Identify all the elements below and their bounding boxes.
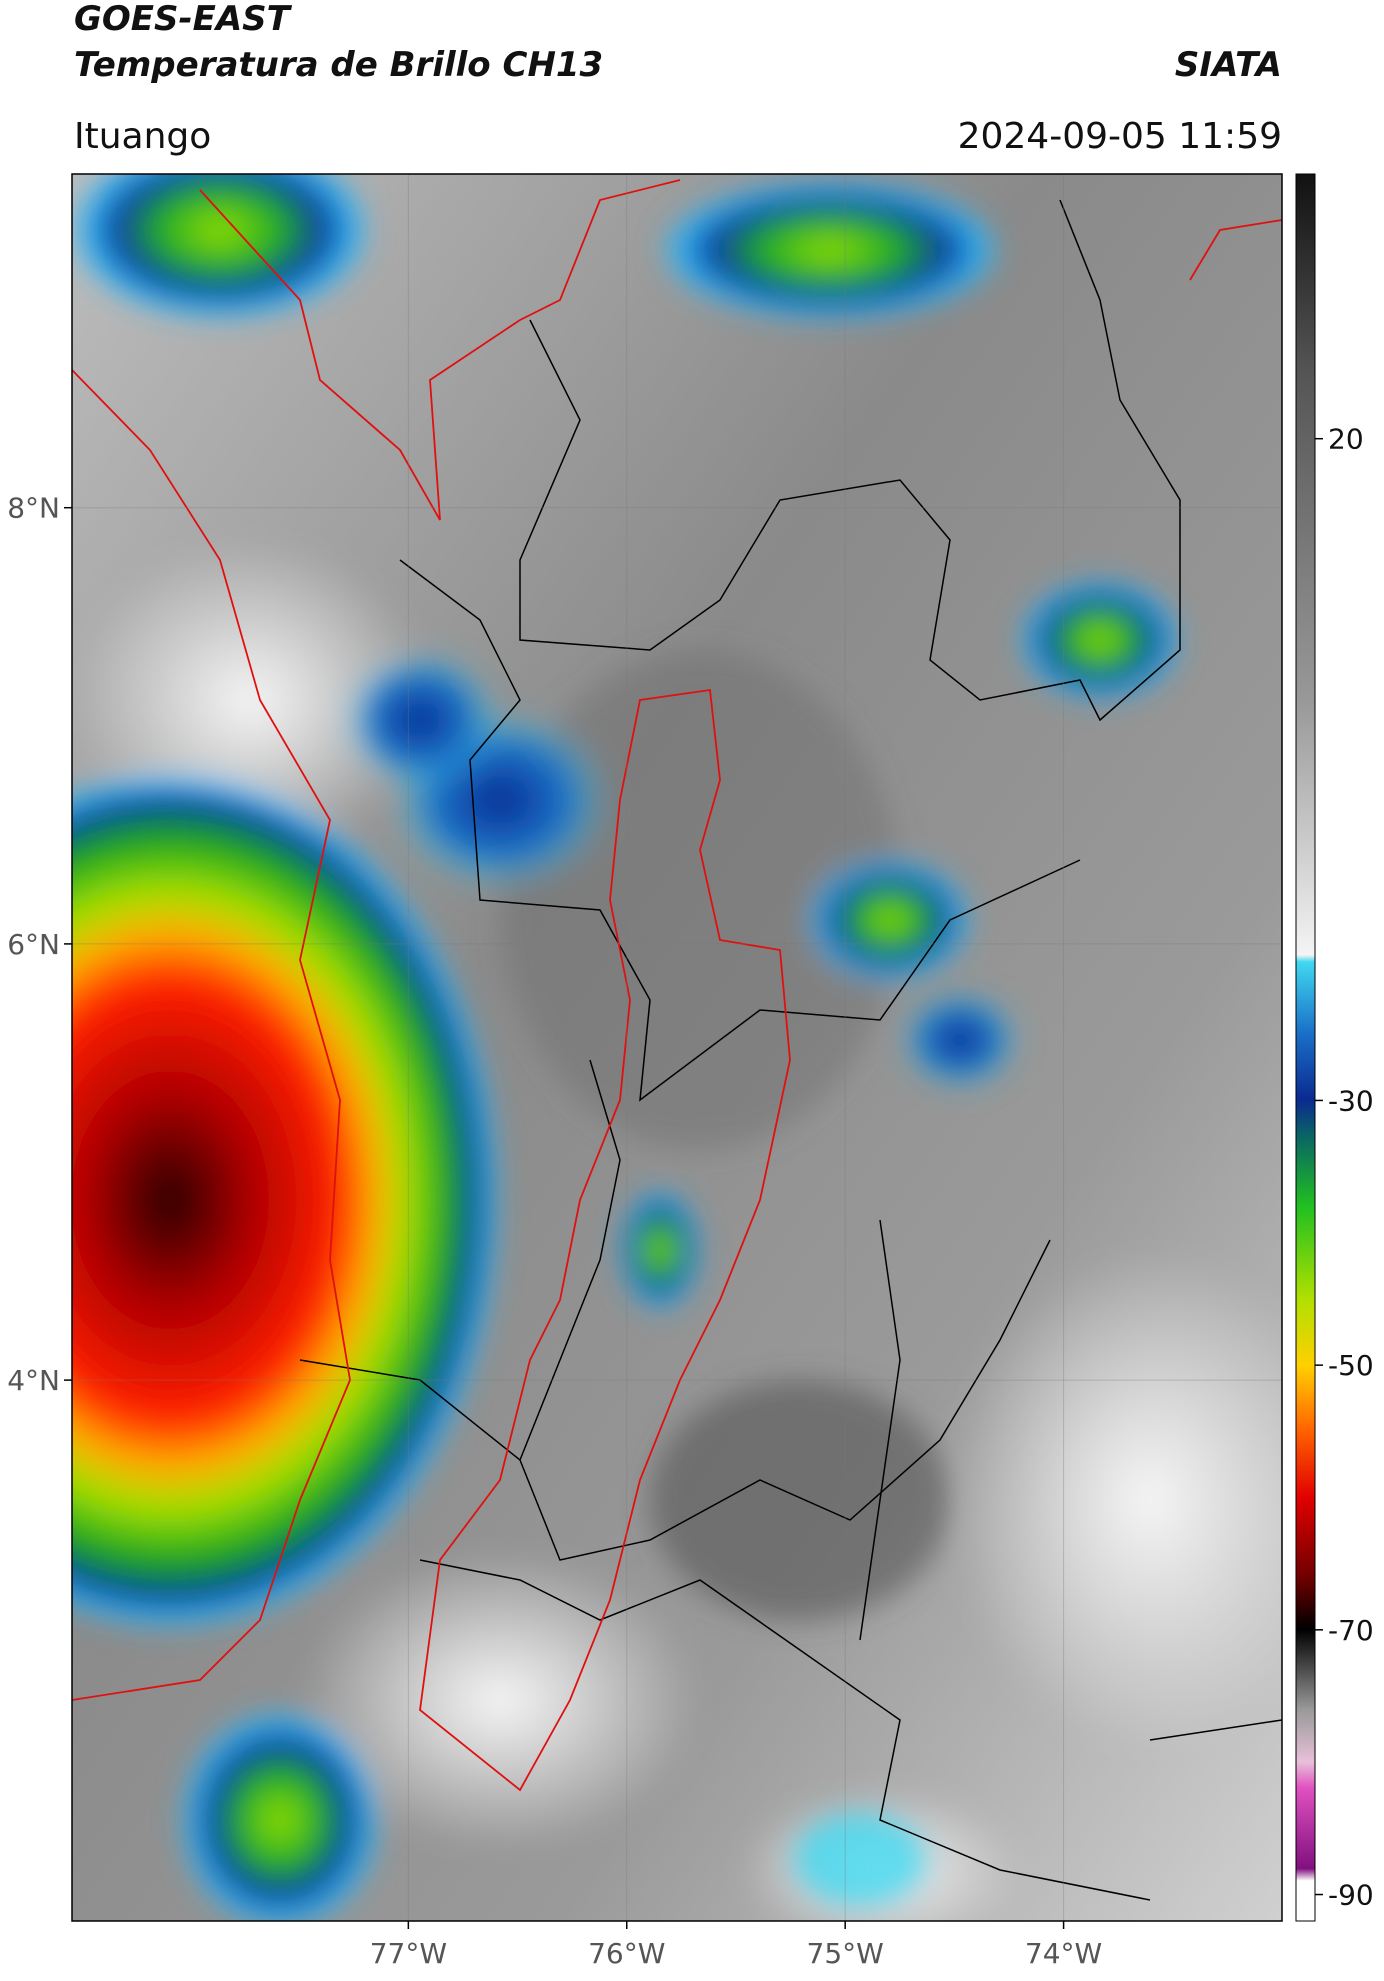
lat-tick-label: 4°N (7, 1364, 60, 1397)
lon-tick-label: 77°W (370, 1937, 447, 1970)
colorbar-tick-label: -30 (1328, 1084, 1374, 1117)
region: Ituango (74, 116, 211, 157)
lon-tick-label: 75°W (807, 1937, 884, 1970)
source: SIATA (1175, 45, 1282, 85)
lat-tick-label: 6°N (7, 928, 60, 961)
colorbar-tick-label: 20 (1328, 423, 1364, 456)
lat-tick-label: 8°N (7, 492, 60, 525)
colorbar-tick-label: -70 (1328, 1614, 1374, 1647)
graticule (72, 174, 1282, 1921)
lon-tick-label: 76°W (588, 1937, 665, 1970)
map-frame (71, 173, 1283, 1922)
colorbar-tick-label: -90 (1328, 1879, 1374, 1912)
subtitle: Temperatura de Brillo CH13 (74, 45, 603, 85)
lon-tick-label: 74°W (1025, 1937, 1102, 1970)
satellite-image (72, 174, 1282, 1921)
datetime: 2024-09-05 11:59 (958, 116, 1282, 157)
title: GOES-EAST (74, 0, 293, 39)
colorbar (1295, 173, 1316, 1922)
colorbar-tick-label: -50 (1328, 1349, 1374, 1382)
